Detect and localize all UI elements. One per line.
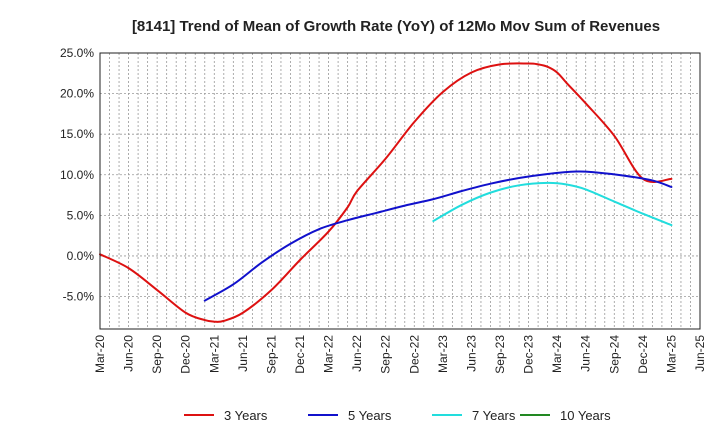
x-tick-label: Jun-25: [693, 335, 707, 372]
y-tick-label: 5.0%: [67, 208, 95, 222]
x-tick-label: Sep-22: [379, 335, 393, 374]
y-axis-ticks: 25.0% 20.0% 15.0% 10.0% 5.0% 0.0% -5.0%: [60, 46, 94, 304]
y-tick-label: -5.0%: [63, 290, 95, 304]
legend-label-5-years: 5 Years: [348, 408, 392, 423]
series-line-3-years: [99, 62, 673, 323]
x-tick-label: Jun-22: [350, 335, 364, 372]
x-tick-label: Mar-24: [550, 335, 564, 373]
y-tick-label: 0.0%: [67, 249, 95, 263]
x-tick-label: Sep-20: [150, 335, 164, 374]
x-tick-label: Sep-24: [607, 335, 621, 374]
legend-label-7-years: 7 Years: [472, 408, 516, 423]
y-tick-label: 20.0%: [60, 87, 94, 101]
series-line-5-years: [203, 170, 673, 302]
plot-area-frame: [99, 52, 701, 330]
x-tick-label: Mar-20: [93, 335, 107, 373]
legend-label-10-years: 10 Years: [560, 408, 611, 423]
x-tick-label: Dec-20: [179, 335, 193, 374]
x-tick-label: Mar-25: [664, 335, 678, 373]
series-lines: [99, 62, 673, 323]
grid: [100, 53, 700, 329]
x-tick-label: Sep-23: [493, 335, 507, 374]
y-tick-label: 25.0%: [60, 46, 94, 60]
x-axis-ticks: Mar-20 Jun-20 Sep-20 Dec-20 Mar-21 Jun-21 Sep-…: [93, 335, 707, 374]
x-tick-label: Dec-24: [636, 335, 650, 374]
x-tick-label: Mar-23: [436, 335, 450, 373]
x-tick-label: Dec-22: [407, 335, 421, 374]
x-tick-label: Mar-22: [322, 335, 336, 373]
x-tick-label: Jun-21: [236, 335, 250, 372]
x-tick-label: Sep-21: [264, 335, 278, 374]
legend: 3 Years 5 Years 7 Years 10 Years: [184, 408, 611, 423]
series-line-7-years: [432, 181, 673, 227]
chart-title: [8141] Trend of Mean of Growth Rate (YoY…: [132, 18, 660, 35]
x-tick-label: Jun-23: [464, 335, 478, 372]
x-tick-label: Jun-24: [579, 335, 593, 372]
x-tick-label: Dec-23: [522, 335, 536, 374]
y-tick-label: 10.0%: [60, 168, 94, 182]
x-tick-label: Dec-21: [293, 335, 307, 374]
y-tick-label: 15.0%: [60, 127, 94, 141]
legend-label-3-years: 3 Years: [224, 408, 268, 423]
x-tick-label: Jun-20: [122, 335, 136, 372]
x-tick-label: Mar-21: [207, 335, 221, 373]
